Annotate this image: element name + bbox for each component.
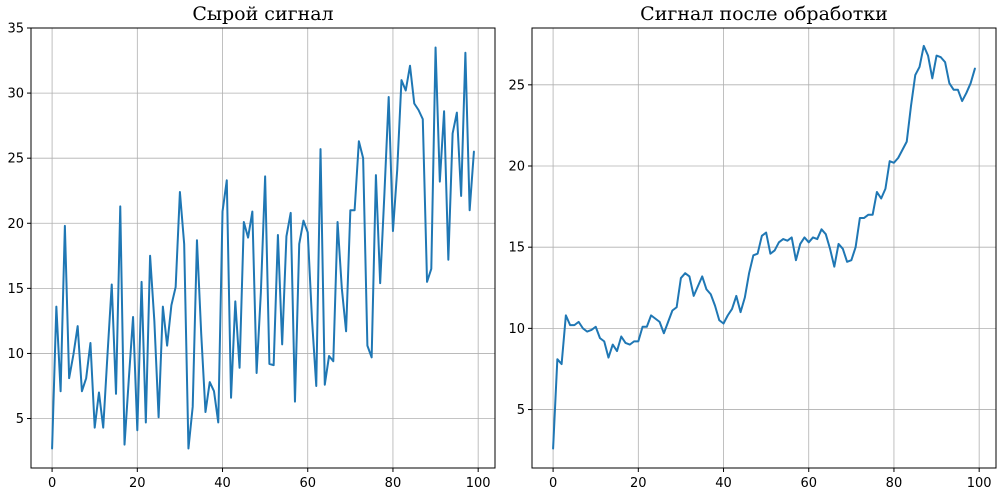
raw-y-tick-label-25: 25 (7, 152, 24, 167)
processed-signal-line (552, 44, 976, 450)
raw-y-tick-label-20: 20 (7, 217, 24, 232)
raw-x-tick-label-20: 20 (129, 476, 146, 491)
raw-y-tick-label-30: 30 (7, 87, 24, 102)
raw-y-tick-label-15: 15 (7, 282, 24, 297)
processed-y-tick-label-25: 25 (508, 78, 525, 93)
processed-signal-title: Сигнал после обработки (640, 3, 888, 25)
raw-signal-line (51, 46, 475, 450)
raw-x-tick-label-100: 100 (466, 476, 491, 491)
processed-x-tick-label-80: 80 (886, 476, 903, 491)
processed-y-tick-label-5: 5 (517, 403, 525, 418)
processed-y-tick-label-10: 10 (508, 322, 525, 337)
processed-x-tick-label-20: 20 (630, 476, 647, 491)
raw-x-tick-label-0: 0 (48, 476, 56, 491)
raw-y-tick-label-35: 35 (7, 22, 24, 37)
raw-y-tick-label-5: 5 (16, 412, 24, 427)
processed-signal-panel: Сигнал после обработки 0 20 40 60 80 100 5 10 15… (508, 3, 997, 491)
processed-y-tick-label-20: 20 (508, 160, 525, 175)
processed-x-tick-label-0: 0 (549, 476, 557, 491)
raw-signal-title: Сырой сигнал (192, 3, 333, 25)
raw-y-tick-label-10: 10 (7, 347, 24, 362)
raw-x-tick-label-40: 40 (214, 476, 231, 491)
raw-x-tick-label-60: 60 (299, 476, 316, 491)
processed-x-tick-label-100: 100 (967, 476, 992, 491)
processed-x-tick-label-40: 40 (715, 476, 732, 491)
processed-x-tick-label-60: 60 (800, 476, 817, 491)
raw-plot-frame (30, 27, 496, 469)
raw-x-tick-label-80: 80 (385, 476, 402, 491)
processed-plot-frame (531, 27, 997, 469)
processed-y-tick-label-15: 15 (508, 241, 525, 256)
raw-signal-panel: Сырой сигнал 0 20 40 60 80 100 5 10 15 20 25 30 35 (7, 3, 496, 491)
